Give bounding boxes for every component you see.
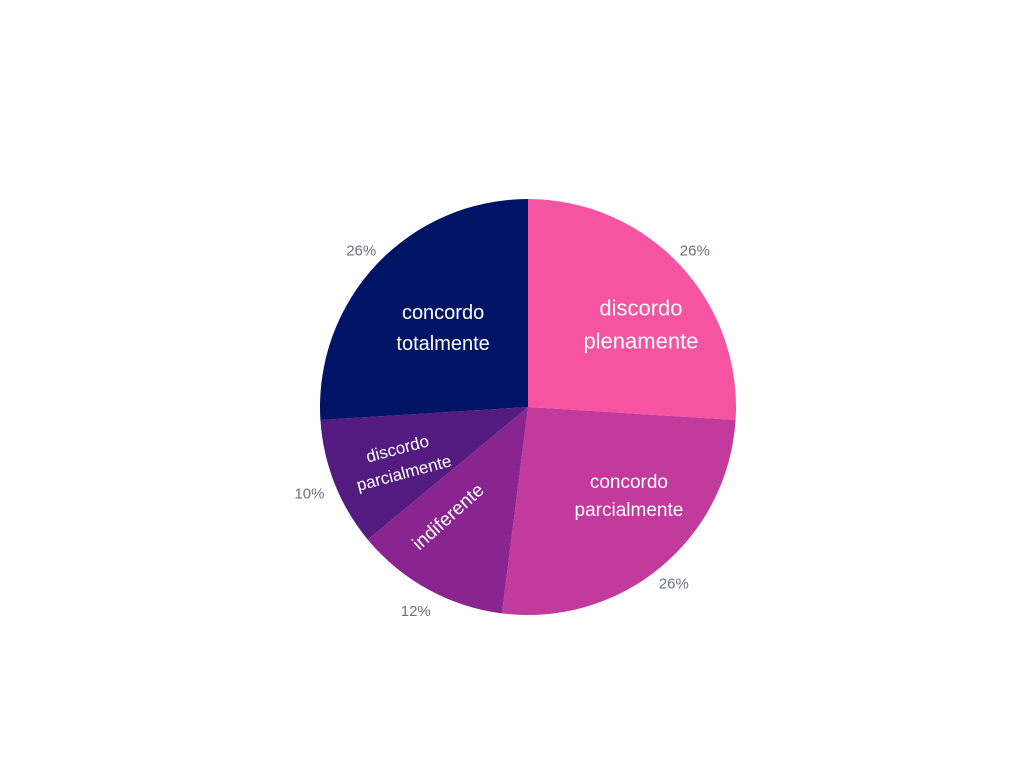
slice-label: concordo parcialmente — [575, 472, 684, 521]
slice-label-line: totalmente — [396, 333, 489, 355]
percentage-labels: 26% 26% 12% 10% 26% — [294, 242, 709, 620]
percentage-label: 12% — [401, 603, 431, 620]
percentage-label: 26% — [659, 575, 689, 592]
percentage-label: 26% — [680, 242, 710, 259]
percentage-label: 10% — [294, 486, 324, 503]
slice-label-line: concordo — [590, 472, 668, 493]
pie-slices — [320, 199, 736, 616]
slice-label-line: concordo — [402, 302, 484, 324]
slice-label-line: parcialmente — [575, 500, 684, 521]
pie-slice-concordo-totalmente — [320, 199, 528, 421]
pie-slice-indiferente — [367, 407, 528, 614]
slice-label-line: plenamente — [583, 329, 698, 354]
pie-slice-discordo-plenamente — [528, 199, 736, 421]
pie-slice-concordo-parcialmente — [501, 407, 736, 616]
slice-label: concordo totalmente — [396, 302, 489, 355]
percentage-label: 26% — [346, 242, 376, 259]
slice-label: discordo plenamente — [583, 296, 698, 354]
slice-label-line: discordo — [599, 296, 682, 321]
pie-slice-discordo-parcialmente — [320, 407, 528, 540]
